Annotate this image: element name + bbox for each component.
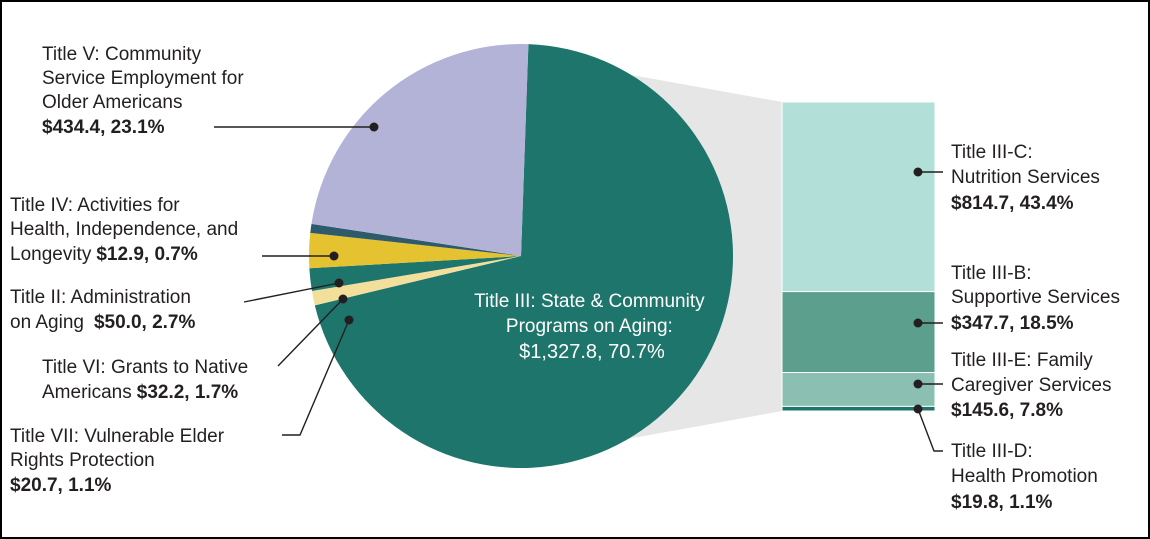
label-title-iii-c: Title III-C: Nutrition Services $814.7, … [951,142,1105,214]
pie-slice-title-v [311,44,529,256]
leader-dot-title-iii-e [913,379,923,389]
leader-dot-title-v [369,122,379,132]
pie-slice-title-iv [310,223,521,256]
pie-slice-title-ii [309,232,521,269]
leader-dot-title-iv [329,251,339,261]
leader-title-vii [282,319,350,436]
label-title-iv: Title IV: Activities for Health, Indepen… [10,195,243,265]
leader-dot-title-vi [338,294,348,304]
leader-title-ii [243,282,340,303]
pie-slice-title-vi [309,256,521,291]
leader-dot-title-iii-c [913,167,923,177]
bar-segment-title-iii-e [781,372,936,407]
label-title-ii: Title II: Administration on Aging $50.0, … [10,287,196,333]
pie-slice-title-iii [314,44,733,469]
label-title-vii: Title VII: Vulnerable Elder Rights Prote… [10,426,229,496]
label-title-vi: Title VI: Grants to Native Americans $32.… [42,357,254,403]
label-title-iii-d: Title III-D: Health Promotion $19.8, 1.1… [951,441,1103,513]
leader-dot-title-iii-b [913,318,923,328]
leader-lines [214,122,943,452]
pie-slice-title-vii [311,256,521,306]
leader-dot-title-iii-d [913,404,923,414]
leader-dot-title-vii [344,315,354,325]
label-title-v: Title V: Community Service Employment fo… [42,44,249,138]
pie-slices [309,44,733,469]
leader-dot-title-ii [334,278,344,288]
bar-segment-title-iii-c [781,101,936,293]
breakdown-bar [781,101,936,412]
label-title-iii: Title III: State & Community Programs on… [474,291,710,363]
bar-segment-title-iii-d [781,405,936,412]
label-title-iii-b: Title III-B: Supportive Services $347.7,… [951,263,1125,334]
leader-title-iii-d [917,408,943,452]
leader-title-vi [277,298,344,367]
bar-segment-title-iii-b [781,291,936,374]
label-title-iii-e: Title III-E: Family Caregiver Services $… [951,350,1117,421]
